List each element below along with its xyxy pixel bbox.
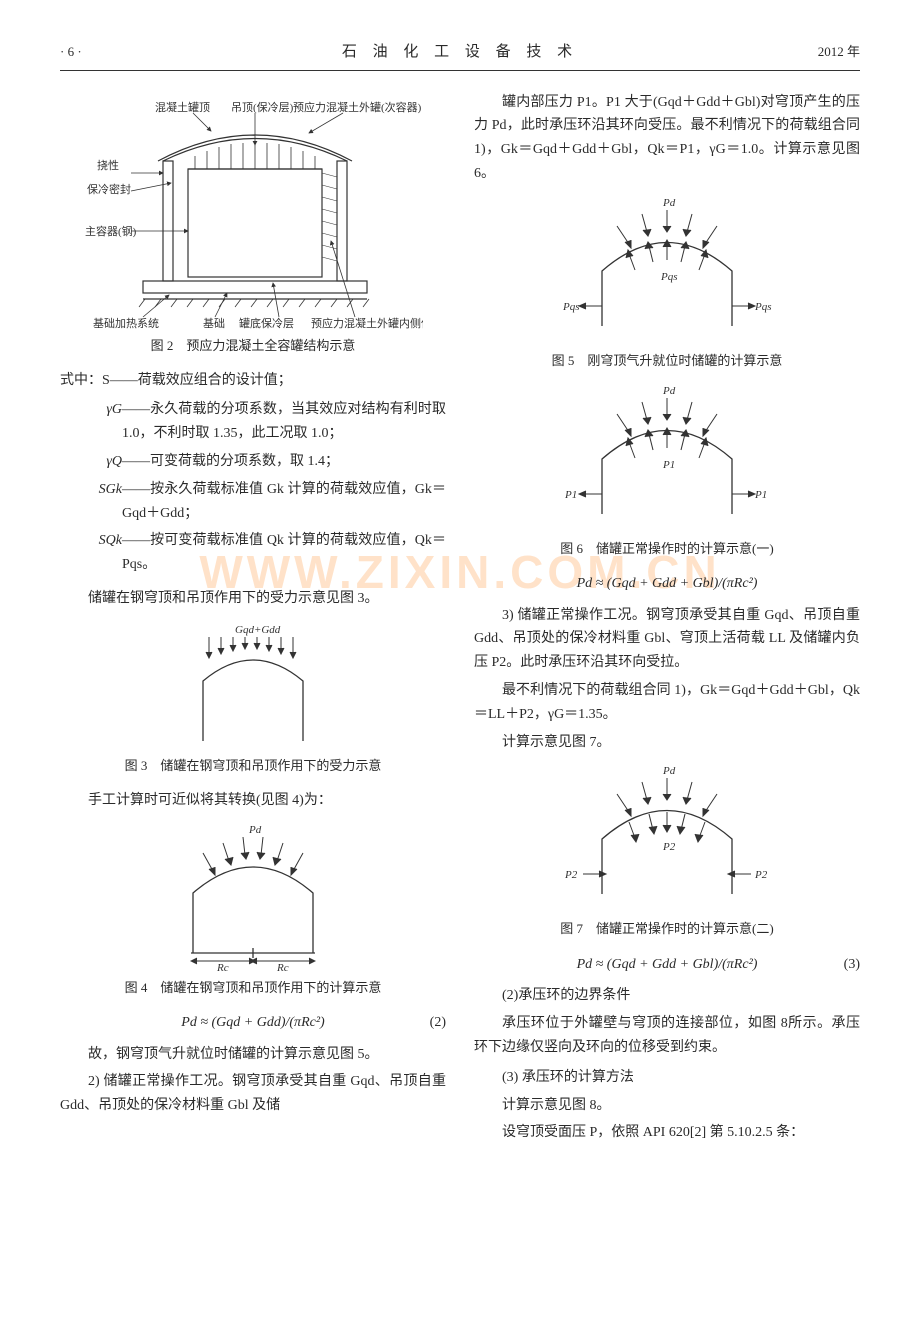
figure-5-caption: 图 5 刚穹顶气升就位时储罐的计算示意 [474,350,860,372]
figure-2: 混凝土罐顶 吊顶(保冷层) 预应力混凝土外罐(次容器) 挠性 保冷密封 主容器(… [60,101,446,357]
svg-text:Pqs: Pqs [754,301,772,313]
figure-7-svg: Pd P2 P2 P2 [557,764,777,914]
figure-5-svg: Pd Pqs Pqs Pqs [557,196,777,346]
eq-fig6-expr: Pd ≈ (Gqd + Gdd + Gbl)/(πRc²) [577,576,758,591]
svg-text:保冷密封: 保冷密封 [87,182,131,196]
right-para-3: 最不利情况下的荷载组合同 1)，Gk＝Gqd＋Gdd＋Gbl，Qk＝LL＋P2，… [474,679,860,727]
svg-text:预应力混凝土外罐(次容器): 预应力混凝土外罐(次容器) [293,101,422,114]
page-header: · 6 · 石 油 化 工 设 备 技 术 2012 年 [60,40,860,71]
eq-3-num: (3) [844,953,860,977]
right-para-4: 计算示意见图 7。 [474,731,860,755]
figure-3-caption: 图 3 储罐在钢穹顶和吊顶作用下的受力示意 [60,755,446,777]
svg-text:P1: P1 [662,459,675,471]
section-3-title: (3) 承压环的计算方法 [474,1066,860,1090]
figure-6-caption: 图 6 储罐正常操作时的计算示意(一) [474,538,860,560]
right-para-2: 3) 储罐正常操作工况。钢穹顶承受其自重 Gqd、吊顶自重 Gdd、吊顶处的保冷… [474,604,860,675]
def-symbol: SQk [60,529,122,577]
year-label: 2012 年 [760,41,860,63]
svg-text:基础加热系统: 基础加热系统 [93,317,159,330]
svg-text:罐底保冷层: 罐底保冷层 [239,316,294,330]
page-container: WWW.ZIXIN.COM.CN · 6 · 石 油 化 工 设 备 技 术 2… [60,40,860,1149]
svg-text:挠性: 挠性 [97,158,119,172]
figure-4: Pd Rc Rc 图 4 储罐在钢穹顶和吊顶作用下的计算示意 [60,823,446,999]
svg-text:P2: P2 [662,841,676,853]
svg-text:Rc: Rc [276,962,289,973]
figure-7: Pd P2 P2 P2 图 7 储罐正常操作时的计算示意(二) [474,764,860,940]
figure-4-svg: Pd Rc Rc [153,823,353,973]
figure-6: Pd P1 P1 P1 图 6 储罐正常操作时的计算示意(一) [474,384,860,560]
def-symbol: γG [60,398,122,446]
left-para-4: 2) 储罐正常操作工况。钢穹顶承受其自重 Gqd、吊顶自重 Gdd、吊顶处的保冷… [60,1070,446,1118]
svg-text:吊顶(保冷层): 吊顶(保冷层) [231,101,294,114]
left-para-1: 储罐在钢穹顶和吊顶作用下的受力示意见图 3。 [60,587,446,611]
svg-text:Pqs: Pqs [562,301,580,313]
svg-text:Gqd+Gdd: Gqd+Gdd [235,624,281,636]
right-para-6: 计算示意见图 8。 [474,1094,860,1118]
left-column: 混凝土罐顶 吊顶(保冷层) 预应力混凝土外罐(次容器) 挠性 保冷密封 主容器(… [60,91,446,1150]
eq-2-expr: Pd ≈ (Gqd + Gdd)/(πRc²) [181,1015,324,1030]
figure-4-caption: 图 4 储罐在钢穹顶和吊顶作用下的计算示意 [60,977,446,999]
symbol-definitions: γG ——永久荷载的分项系数，当其效应对结构有利时取 1.0，不利时取 1.35… [60,398,446,577]
right-para-1: 罐内部压力 P1。P1 大于(Gqd＋Gdd＋Gbl)对穹顶产生的压力 Pd，此… [474,91,860,186]
svg-text:P1: P1 [754,489,767,501]
def-text: ——按可变荷载标准值 Qk 计算的荷载效应值，Qk＝Pqs。 [122,529,446,577]
def-row: γQ ——可变荷载的分项系数，取 1.4； [60,450,446,474]
def-intro: 式中：S——荷载效应组合的设计值； [60,369,446,393]
def-symbol: γQ [60,450,122,474]
section-2-title: (2)承压环的边界条件 [474,984,860,1008]
page-number: · 6 · [60,41,160,63]
left-para-3: 故，钢穹顶气升就位时储罐的计算示意见图 5。 [60,1043,446,1067]
svg-text:预应力混凝土外罐内侧保冷层: 预应力混凝土外罐内侧保冷层 [311,316,423,330]
svg-text:P2: P2 [564,869,578,881]
svg-text:Pd: Pd [662,197,676,209]
right-para-7: 设穹顶受面压 P，依照 API 620[2] 第 5.10.2.5 条： [474,1121,860,1145]
svg-text:P1: P1 [564,489,577,501]
equation-2: Pd ≈ (Gqd + Gdd)/(πRc²) (2) [60,1011,446,1035]
def-row: SGk ——按永久荷载标准值 Gk 计算的荷载效应值，Gk＝Gqd＋Gdd； [60,478,446,526]
def-row: SQk ——按可变荷载标准值 Qk 计算的荷载效应值，Qk＝Pqs。 [60,529,446,577]
equation-fig6: Pd ≈ (Gqd + Gdd + Gbl)/(πRc²) [474,572,860,596]
svg-text:混凝土罐顶: 混凝土罐顶 [155,101,210,114]
def-symbol: SGk [60,478,122,526]
figure-3: Gqd+Gdd 图 3 储罐在钢穹顶和吊顶作用下的受力示意 [60,621,446,777]
svg-text:Pd: Pd [662,765,676,777]
eq-2-num: (2) [430,1011,446,1035]
svg-text:Pqs: Pqs [660,271,678,283]
svg-text:Pd: Pd [248,824,262,836]
svg-text:Rc: Rc [216,962,229,973]
journal-title: 石 油 化 工 设 备 技 术 [160,40,760,66]
svg-text:基础: 基础 [203,317,225,330]
def-text: ——永久荷载的分项系数，当其效应对结构有利时取 1.0，不利时取 1.35，此工… [122,398,446,446]
def-row: γG ——永久荷载的分项系数，当其效应对结构有利时取 1.0，不利时取 1.35… [60,398,446,446]
right-para-5: 承压环位于外罐壁与穹顶的连接部位，如图 8所示。承压环下边缘仅竖向及环向的位移受… [474,1012,860,1060]
svg-text:Pd: Pd [662,385,676,397]
def-text: ——可变荷载的分项系数，取 1.4； [122,450,446,474]
figure-6-svg: Pd P1 P1 P1 [557,384,777,534]
two-column-layout: 混凝土罐顶 吊顶(保冷层) 预应力混凝土外罐(次容器) 挠性 保冷密封 主容器(… [60,91,860,1150]
svg-text:P2: P2 [754,869,768,881]
figure-7-caption: 图 7 储罐正常操作时的计算示意(二) [474,918,860,940]
figure-3-svg: Gqd+Gdd [163,621,343,751]
figure-2-svg: 混凝土罐顶 吊顶(保冷层) 预应力混凝土外罐(次容器) 挠性 保冷密封 主容器(… [83,101,423,331]
figure-5: Pd Pqs Pqs Pqs 图 5 刚穹顶气升就位时储罐的计算示意 [474,196,860,372]
right-column: 罐内部压力 P1。P1 大于(Gqd＋Gdd＋Gbl)对穹顶产生的压力 Pd，此… [474,91,860,1150]
def-text: ——按永久荷载标准值 Gk 计算的荷载效应值，Gk＝Gqd＋Gdd； [122,478,446,526]
equation-3: Pd ≈ (Gqd + Gdd + Gbl)/(πRc²) (3) [474,953,860,977]
eq-3-expr: Pd ≈ (Gqd + Gdd + Gbl)/(πRc²) [577,957,758,972]
left-para-2: 手工计算时可近似将其转换(见图 4)为： [60,789,446,813]
figure-2-caption: 图 2 预应力混凝土全容罐结构示意 [60,335,446,357]
svg-text:主容器(钢): 主容器(钢) [85,224,137,238]
